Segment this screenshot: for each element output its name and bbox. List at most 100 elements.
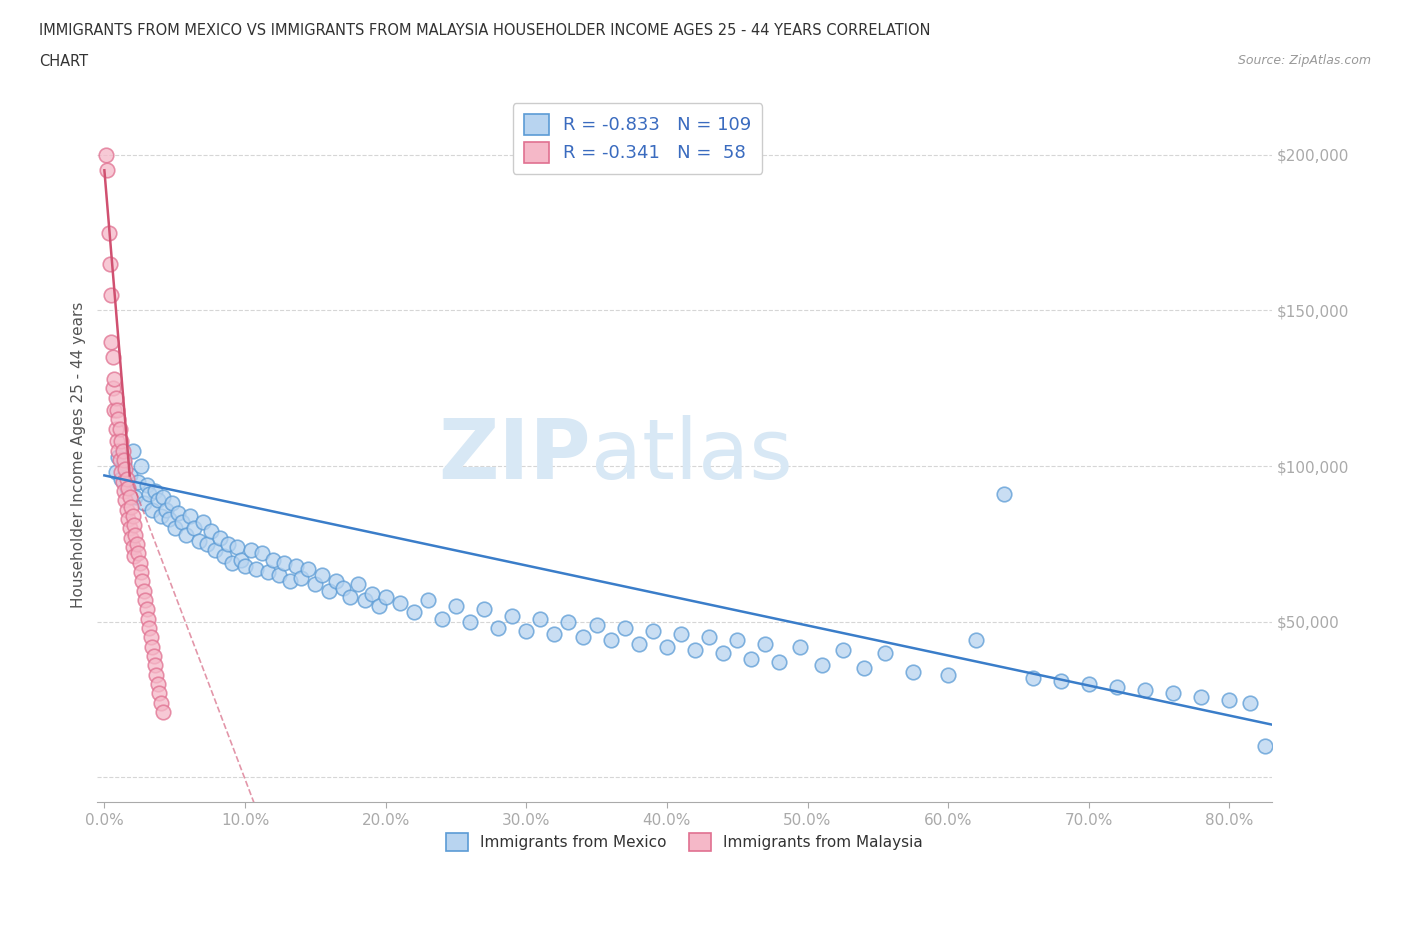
Point	[170, 514, 193, 529]
Point	[101, 380, 124, 395]
Point	[131, 574, 153, 589]
Point	[239, 543, 262, 558]
Point	[143, 484, 166, 498]
Point	[212, 549, 235, 564]
Point	[217, 537, 239, 551]
Point	[121, 509, 143, 524]
Point	[585, 618, 607, 632]
Point	[430, 611, 453, 626]
Point	[486, 620, 509, 635]
Point	[110, 472, 132, 486]
Point	[114, 462, 136, 477]
Point	[297, 562, 319, 577]
Point	[1218, 692, 1240, 707]
Point	[183, 521, 205, 536]
Point	[325, 574, 347, 589]
Point	[141, 639, 163, 654]
Point	[557, 615, 579, 630]
Point	[100, 334, 122, 349]
Point	[627, 636, 650, 651]
Point	[200, 524, 222, 538]
Point	[1105, 680, 1128, 695]
Point	[146, 677, 169, 692]
Point	[367, 599, 389, 614]
Point	[117, 481, 139, 496]
Point	[571, 630, 593, 644]
Point	[97, 225, 120, 240]
Point	[142, 648, 165, 663]
Point	[852, 661, 875, 676]
Point	[111, 474, 134, 489]
Point	[127, 546, 149, 561]
Point	[1049, 673, 1071, 688]
Point	[152, 490, 174, 505]
Point	[94, 147, 117, 162]
Point	[122, 518, 145, 533]
Point	[444, 599, 467, 614]
Point	[1021, 671, 1043, 685]
Point	[318, 583, 340, 598]
Point	[353, 592, 375, 607]
Point	[107, 412, 129, 427]
Point	[101, 350, 124, 365]
Point	[104, 465, 127, 480]
Y-axis label: Householder Income Ages 25 - 44 years: Householder Income Ages 25 - 44 years	[72, 302, 86, 608]
Point	[112, 456, 135, 471]
Point	[155, 502, 177, 517]
Point	[195, 537, 218, 551]
Point	[149, 696, 172, 711]
Point	[107, 449, 129, 464]
Point	[128, 555, 150, 570]
Point	[515, 624, 537, 639]
Point	[1133, 683, 1156, 698]
Point	[157, 512, 180, 526]
Point	[108, 421, 131, 436]
Point	[163, 521, 186, 536]
Point	[105, 433, 128, 448]
Point	[135, 602, 157, 617]
Point	[124, 490, 146, 505]
Point	[204, 543, 226, 558]
Point	[135, 477, 157, 492]
Point	[129, 565, 152, 579]
Point	[121, 443, 143, 458]
Point	[148, 686, 170, 701]
Point	[138, 620, 160, 635]
Point	[118, 468, 141, 483]
Point	[160, 496, 183, 511]
Point	[873, 645, 896, 660]
Legend: Immigrants from Mexico, Immigrants from Malaysia: Immigrants from Mexico, Immigrants from …	[440, 828, 929, 857]
Point	[107, 443, 129, 458]
Point	[117, 512, 139, 526]
Point	[831, 643, 853, 658]
Point	[105, 403, 128, 418]
Point	[754, 636, 776, 651]
Point	[388, 595, 411, 610]
Point	[233, 558, 256, 573]
Point	[501, 608, 523, 623]
Point	[104, 391, 127, 405]
Point	[278, 574, 301, 589]
Point	[132, 583, 155, 598]
Point	[225, 539, 247, 554]
Point	[124, 527, 146, 542]
Point	[139, 630, 162, 644]
Point	[1253, 739, 1275, 754]
Point	[118, 490, 141, 505]
Point	[655, 639, 678, 654]
Point	[339, 590, 361, 604]
Point	[641, 624, 664, 639]
Point	[683, 643, 706, 658]
Point	[697, 630, 720, 644]
Point	[402, 605, 425, 620]
Point	[132, 496, 155, 511]
Point	[111, 443, 134, 458]
Point	[120, 530, 142, 545]
Point	[472, 602, 495, 617]
Point	[740, 652, 762, 667]
Point	[122, 549, 145, 564]
Point	[221, 555, 243, 570]
Point	[936, 668, 959, 683]
Point	[273, 555, 295, 570]
Point	[599, 633, 621, 648]
